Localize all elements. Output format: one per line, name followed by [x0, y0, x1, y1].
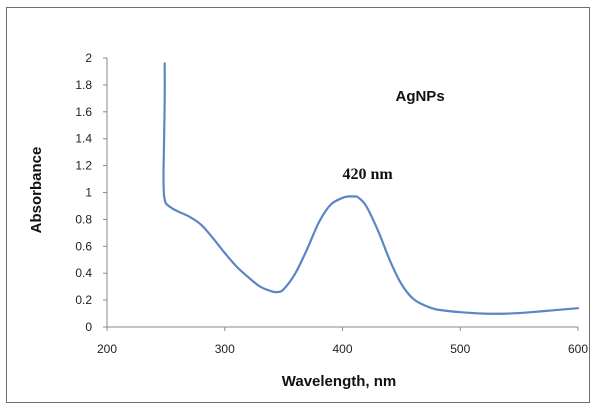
- y-tick-label: 1.4: [75, 132, 92, 146]
- x-tick-label: 600: [568, 342, 588, 356]
- y-tick-label: 0.2: [75, 293, 92, 307]
- peak-annotation: 420 nm: [343, 166, 394, 183]
- series-annotation: AgNPs: [395, 88, 444, 105]
- y-tick-label: 0: [85, 320, 92, 334]
- x-tick-label: 200: [97, 342, 117, 356]
- y-tick-label: 0.8: [75, 212, 92, 226]
- y-axis-title: Absorbance: [28, 147, 45, 234]
- x-tick-label: 300: [215, 342, 235, 356]
- y-ticks: 0 0.2 0.4 0.6 0.8 1 1.2 1.4 1.6 1.8 2: [75, 51, 107, 334]
- y-tick-label: 1.6: [75, 105, 92, 119]
- y-tick-label: 2: [85, 51, 92, 65]
- x-tick-label: 500: [450, 342, 470, 356]
- x-ticks: 200 300 400 500 600: [97, 327, 588, 356]
- x-tick-label: 400: [332, 342, 352, 356]
- y-tick-label: 1.8: [75, 78, 92, 92]
- x-axis-title: Wavelength, nm: [282, 373, 396, 390]
- series-line: [162, 62, 580, 315]
- y-tick-label: 0.6: [75, 239, 92, 253]
- chart-frame: [6, 7, 590, 403]
- y-tick-label: 1: [85, 186, 92, 200]
- y-tick-label: 1.2: [75, 159, 92, 173]
- y-tick-label: 0.4: [75, 266, 92, 280]
